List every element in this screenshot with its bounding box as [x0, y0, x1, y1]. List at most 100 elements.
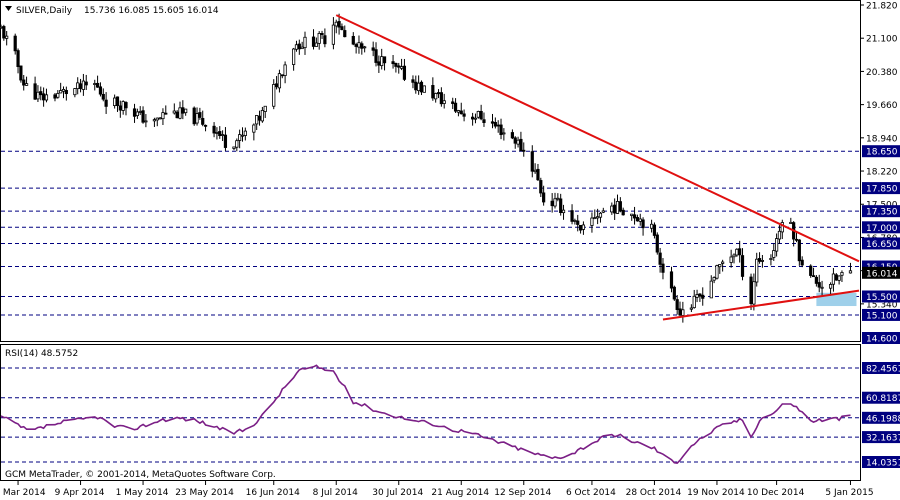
candle-body: [593, 217, 597, 220]
candle-body: [402, 65, 407, 80]
price-level-label-bg: [862, 182, 900, 195]
candle-body: [382, 56, 387, 64]
candle-body: [135, 111, 139, 117]
candle-body: [294, 44, 299, 50]
candle-body: [73, 88, 77, 96]
candle-body: [695, 294, 699, 298]
price-level-label-bg: [862, 221, 900, 234]
candle-body: [539, 180, 543, 194]
candle-body: [550, 200, 554, 207]
candle-body: [84, 81, 88, 86]
candle-body: [221, 134, 225, 136]
candle-body: [16, 50, 20, 67]
rsi-level-label-bg: [862, 391, 900, 404]
current-price-label: 16.014: [866, 269, 898, 279]
time-axis-label: 28 Oct 2014: [626, 488, 682, 498]
candle-body: [238, 134, 242, 141]
candle-body: [192, 107, 196, 125]
candle-body: [218, 131, 222, 137]
candle-body: [235, 140, 239, 148]
time-axis-label: 16 Jun 2014: [246, 488, 300, 498]
candle-body: [118, 105, 122, 111]
candle-body: [61, 89, 66, 92]
candle-body: [260, 110, 264, 122]
current-price-label-bg: [862, 266, 900, 279]
rsi-level-label-bg: [862, 456, 900, 468]
candle-body: [360, 43, 364, 49]
candle-body: [632, 214, 637, 219]
candle-body: [98, 86, 103, 95]
candle-body: [757, 258, 762, 262]
candle-body: [380, 56, 384, 67]
candle-body: [223, 134, 228, 148]
candle-body: [337, 21, 341, 28]
candle-body: [471, 116, 475, 120]
candle-body: [195, 113, 199, 124]
trendline: [335, 14, 860, 263]
candle-body: [5, 35, 9, 39]
collapse-triangle-icon[interactable]: [5, 6, 12, 11]
candle-body: [33, 83, 37, 100]
time-axis-label: 21 Aug 2014: [431, 488, 489, 498]
candle-body: [22, 79, 26, 86]
rsi-line: [0, 364, 851, 464]
rsi-axis: 82.4561 60.8187 46.1988 32.1637 14.0351: [862, 362, 900, 469]
candle-body: [473, 117, 478, 120]
candle-body: [630, 213, 634, 216]
candle-body: [692, 295, 696, 309]
price-level-label: 15.100: [866, 311, 898, 321]
candle-body: [343, 30, 347, 38]
candle-body: [198, 112, 202, 118]
candle-body: [490, 121, 495, 124]
candle-body: [0, 26, 3, 29]
candle-body: [257, 115, 262, 121]
candle-body: [672, 286, 676, 300]
candle-body: [442, 100, 446, 104]
candle-body: [36, 91, 40, 100]
candle-body: [749, 276, 753, 305]
price-level-label-bg: [862, 205, 900, 218]
candle-body: [789, 221, 793, 224]
candle-body: [655, 234, 659, 253]
candle-body: [172, 110, 176, 114]
rsi-level-label-bg: [862, 411, 900, 424]
time-axis-label: 10 Dec 2014: [747, 488, 805, 498]
candle-body: [570, 210, 574, 222]
candle-body: [729, 256, 733, 263]
price-axis-label: 21.100: [866, 35, 898, 45]
candle-body: [280, 74, 284, 77]
candle-body: [164, 112, 168, 115]
candle-body: [738, 248, 742, 256]
candle-body: [2, 26, 6, 39]
candle-body: [138, 111, 142, 113]
candle-body: [374, 49, 378, 63]
copyright: GCM MetaTrader, © 2001-2014, MetaQuotes …: [5, 470, 276, 480]
candle-body: [439, 92, 443, 105]
candle-body: [769, 258, 773, 261]
candle-body: [650, 223, 654, 229]
candle-body: [561, 209, 566, 214]
candle-body: [175, 111, 179, 119]
candle-body: [212, 125, 216, 134]
candle-body: [559, 198, 563, 213]
candle-body: [610, 205, 614, 213]
candle-body: [300, 46, 304, 50]
time-axis-label: 19 Nov 2014: [687, 488, 745, 498]
candle-body: [840, 272, 844, 276]
candle-body: [132, 108, 137, 117]
candle-body: [496, 124, 500, 127]
candle-body: [530, 151, 534, 172]
candle-body: [181, 107, 185, 114]
candle-body: [115, 96, 120, 107]
symbol-label: SILVER,Daily: [16, 6, 73, 16]
candle-body: [618, 201, 622, 212]
candle-body: [311, 36, 316, 47]
candle-body: [81, 80, 85, 90]
candle-body: [414, 81, 418, 91]
rsi-series: [0, 364, 851, 464]
candle-body: [340, 26, 344, 31]
candle-body: [775, 238, 779, 252]
price-level-label: 16.650: [866, 240, 898, 250]
candle-body: [391, 61, 395, 65]
candle-body: [363, 46, 367, 49]
